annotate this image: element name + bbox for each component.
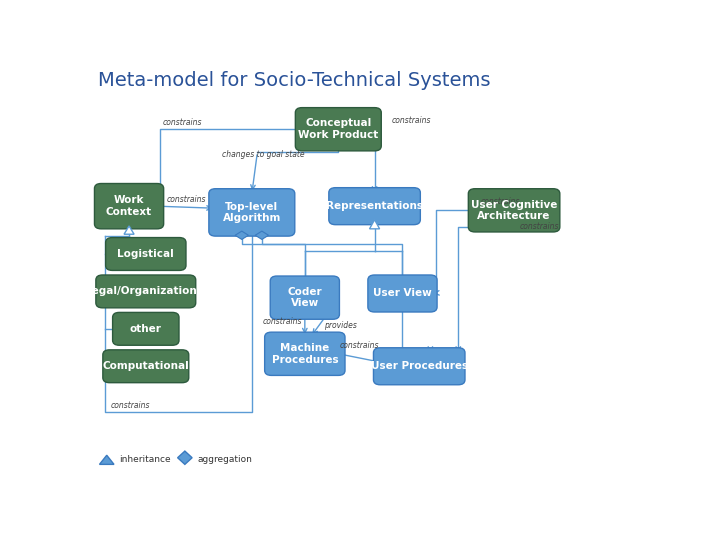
FancyBboxPatch shape xyxy=(103,350,189,383)
Text: Representations: Representations xyxy=(326,201,423,211)
FancyBboxPatch shape xyxy=(295,107,382,151)
Text: aggregation: aggregation xyxy=(197,455,252,464)
Text: constrains: constrains xyxy=(481,197,520,206)
Polygon shape xyxy=(99,455,114,464)
FancyBboxPatch shape xyxy=(468,188,560,232)
Text: constrains: constrains xyxy=(520,222,559,231)
FancyBboxPatch shape xyxy=(374,348,465,385)
Text: Conceptual
Work Product: Conceptual Work Product xyxy=(298,118,379,140)
Text: other: other xyxy=(130,324,162,334)
Polygon shape xyxy=(235,231,248,239)
Text: User View: User View xyxy=(373,288,432,299)
Polygon shape xyxy=(255,231,269,239)
Text: Computational: Computational xyxy=(102,361,189,372)
FancyBboxPatch shape xyxy=(270,276,339,319)
Text: provides: provides xyxy=(324,321,357,330)
Text: Work
Context: Work Context xyxy=(106,195,152,217)
Text: changes to goal state: changes to goal state xyxy=(222,150,305,159)
Text: Meta-model for Socio-Technical Systems: Meta-model for Socio-Technical Systems xyxy=(99,71,491,90)
Text: constrains: constrains xyxy=(166,195,206,204)
Text: constrains: constrains xyxy=(340,341,379,349)
Text: inheritance: inheritance xyxy=(119,455,171,464)
Text: Logistical: Logistical xyxy=(117,249,174,259)
FancyBboxPatch shape xyxy=(112,313,179,345)
Text: constrains: constrains xyxy=(111,401,150,410)
Polygon shape xyxy=(124,226,134,234)
FancyBboxPatch shape xyxy=(329,188,420,225)
Text: constrains: constrains xyxy=(163,118,202,127)
Text: Legal/Organizational: Legal/Organizational xyxy=(84,286,207,296)
FancyBboxPatch shape xyxy=(209,188,294,236)
Text: Coder
View: Coder View xyxy=(287,287,322,308)
Text: User Procedures: User Procedures xyxy=(371,361,468,372)
FancyBboxPatch shape xyxy=(106,238,186,271)
Text: constrains: constrains xyxy=(263,317,302,326)
FancyBboxPatch shape xyxy=(265,332,345,375)
FancyBboxPatch shape xyxy=(96,275,196,308)
FancyBboxPatch shape xyxy=(94,184,163,229)
Text: User Cognitive
Architecture: User Cognitive Architecture xyxy=(471,199,557,221)
Polygon shape xyxy=(369,220,379,229)
Polygon shape xyxy=(178,451,192,464)
Text: Machine
Procedures: Machine Procedures xyxy=(271,343,338,364)
Text: constrains: constrains xyxy=(392,116,431,125)
Text: Top-level
Algorithm: Top-level Algorithm xyxy=(222,201,281,223)
FancyBboxPatch shape xyxy=(368,275,437,312)
